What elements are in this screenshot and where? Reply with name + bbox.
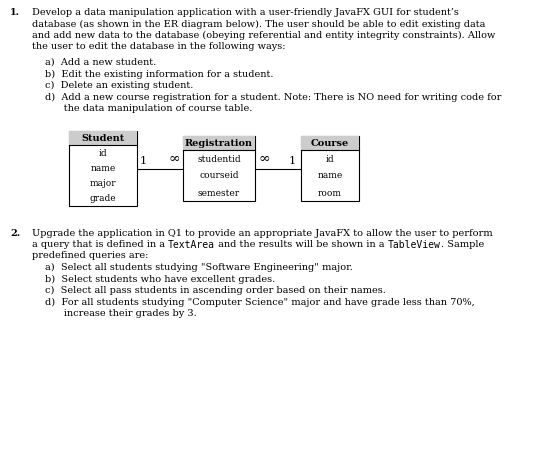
Text: studentid: studentid bbox=[197, 154, 241, 164]
Text: and add new data to the database (obeying referential and entity integrity const: and add new data to the database (obeyin… bbox=[32, 31, 495, 40]
Text: a)  Add a new student.: a) Add a new student. bbox=[45, 58, 156, 67]
Bar bbox=[301, 136, 359, 150]
Bar bbox=[183, 136, 255, 150]
Text: Develop a data manipulation application with a user-friendly JavaFX GUI for stud: Develop a data manipulation application … bbox=[32, 8, 459, 17]
Text: Student: Student bbox=[81, 134, 124, 143]
Text: Registration: Registration bbox=[185, 139, 253, 148]
Text: TextArea: TextArea bbox=[168, 240, 215, 250]
Text: 1.: 1. bbox=[10, 8, 20, 17]
Text: id: id bbox=[99, 148, 107, 158]
Text: TableView: TableView bbox=[388, 240, 441, 250]
Text: increase their grades by 3.: increase their grades by 3. bbox=[45, 309, 197, 318]
Text: Course: Course bbox=[311, 139, 349, 148]
Text: database (as shown in the ER diagram below). The user should be able to edit exi: database (as shown in the ER diagram bel… bbox=[32, 19, 486, 29]
Text: b)  Select students who have excellent grades.: b) Select students who have excellent gr… bbox=[45, 274, 275, 284]
Text: c)  Delete an existing student.: c) Delete an existing student. bbox=[45, 81, 193, 90]
Text: predefined queries are:: predefined queries are: bbox=[32, 252, 149, 260]
Text: d)  For all students studying "Computer Science" major and have grade less than : d) For all students studying "Computer S… bbox=[45, 297, 475, 307]
Text: a)  Select all students studying "Software Engineering" major.: a) Select all students studying "Softwar… bbox=[45, 263, 353, 272]
Text: . Sample: . Sample bbox=[441, 240, 484, 249]
Text: the user to edit the database in the following ways:: the user to edit the database in the fol… bbox=[32, 42, 286, 52]
Text: name: name bbox=[90, 164, 116, 173]
Bar bbox=[301, 136, 359, 201]
Text: ∞: ∞ bbox=[169, 152, 180, 166]
Bar bbox=[183, 136, 255, 201]
Text: b)  Edit the existing information for a student.: b) Edit the existing information for a s… bbox=[45, 70, 273, 79]
Text: id: id bbox=[326, 154, 334, 164]
Text: and the results will be shown in a: and the results will be shown in a bbox=[215, 240, 388, 249]
Text: grade: grade bbox=[90, 195, 116, 203]
Text: courseid: courseid bbox=[199, 171, 239, 181]
Text: the data manipulation of course table.: the data manipulation of course table. bbox=[45, 104, 253, 113]
Text: room: room bbox=[318, 189, 342, 197]
Text: d)  Add a new course registration for a student. Note: There is NO need for writ: d) Add a new course registration for a s… bbox=[45, 93, 501, 101]
Text: a query that is defined in a: a query that is defined in a bbox=[32, 240, 168, 249]
Text: Upgrade the application in Q1 to provide an appropriate JavaFX to allow the user: Upgrade the application in Q1 to provide… bbox=[32, 229, 493, 237]
Bar bbox=[69, 131, 137, 146]
Text: c)  Select all pass students in ascending order based on their names.: c) Select all pass students in ascending… bbox=[45, 286, 386, 295]
Text: name: name bbox=[317, 171, 342, 181]
Text: 1: 1 bbox=[140, 156, 147, 166]
Text: semester: semester bbox=[198, 189, 240, 197]
Bar bbox=[69, 131, 137, 207]
Text: 2.: 2. bbox=[10, 229, 20, 237]
Text: major: major bbox=[90, 179, 116, 188]
Text: ∞: ∞ bbox=[258, 152, 270, 166]
Text: 1: 1 bbox=[289, 156, 296, 166]
